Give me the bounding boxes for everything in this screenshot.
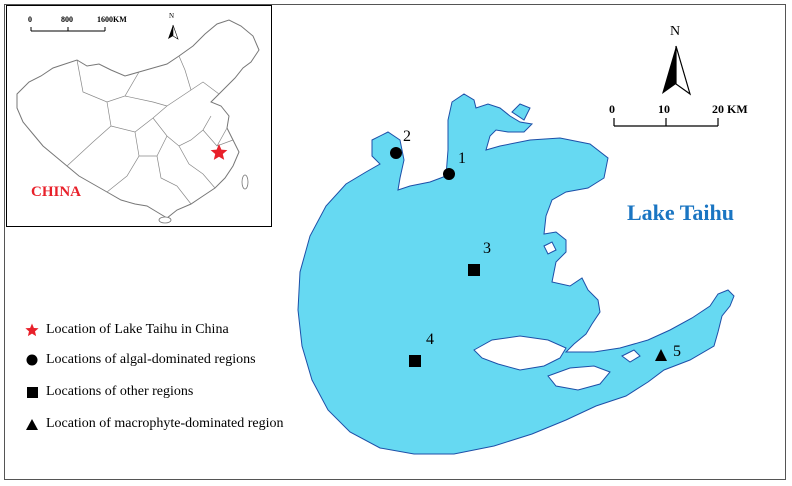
lake-inlet — [511, 103, 531, 121]
legend-text: Location of macrophyte-dominated region — [46, 416, 284, 431]
scale-tick-20: 20 KM — [712, 102, 748, 116]
site-5-label: 5 — [673, 343, 681, 360]
map-frame — [4, 4, 786, 480]
inset-scale-tick-0: 0 — [28, 15, 32, 24]
legend-item-triangle: Location of macrophyte-dominated region — [22, 414, 284, 434]
site-3-marker — [468, 264, 480, 276]
star-icon — [22, 323, 42, 337]
legend-text: Locations of other regions — [46, 384, 194, 399]
site-1-marker — [443, 168, 455, 180]
north-arrow-icon — [662, 45, 692, 96]
site-2-label: 2 — [403, 128, 411, 145]
legend-text: Location of Lake Taihu in China — [46, 322, 229, 337]
legend-item-square: Locations of other regions — [22, 382, 193, 402]
inset-scale-tick-800: 800 — [61, 15, 73, 24]
site-4-label: 4 — [426, 331, 434, 348]
scale-tick-10: 10 — [658, 102, 670, 116]
site-2-marker — [390, 147, 402, 159]
china-outline-map — [16, 19, 260, 224]
island-small-1 — [547, 365, 611, 391]
inset-scale-tick-1600: 1600KM — [97, 15, 127, 24]
circle-icon — [22, 354, 42, 366]
square-icon — [22, 386, 42, 398]
legend-text: Locations of algal-dominated regions — [46, 352, 256, 367]
legend-item-circle: Locations of algal-dominated regions — [22, 350, 256, 370]
north-label: N — [670, 24, 681, 39]
site-1-label: 1 — [458, 150, 466, 167]
triangle-icon — [22, 418, 42, 430]
site-3-label: 3 — [483, 240, 491, 257]
scale-tick-0: 0 — [609, 102, 615, 116]
island-small-3 — [621, 349, 641, 363]
china-inset-map: 0 800 1600KM N CHINA — [6, 5, 272, 227]
site-5-marker — [655, 349, 667, 361]
scale-bar — [613, 118, 719, 127]
china-label: CHINA — [31, 184, 82, 200]
site-4-marker — [409, 355, 421, 367]
lake-taihu-shape — [297, 93, 735, 455]
lake-title: Lake Taihu — [627, 200, 735, 225]
legend-item-star: Location of Lake Taihu in China — [22, 320, 229, 340]
inset-north-arrow-icon — [168, 25, 173, 39]
china-outline — [16, 19, 260, 219]
inset-north-label: N — [169, 12, 175, 20]
island-small-2 — [543, 241, 557, 255]
taihu-location-star-icon — [210, 144, 228, 160]
island-xishan — [473, 335, 567, 371]
